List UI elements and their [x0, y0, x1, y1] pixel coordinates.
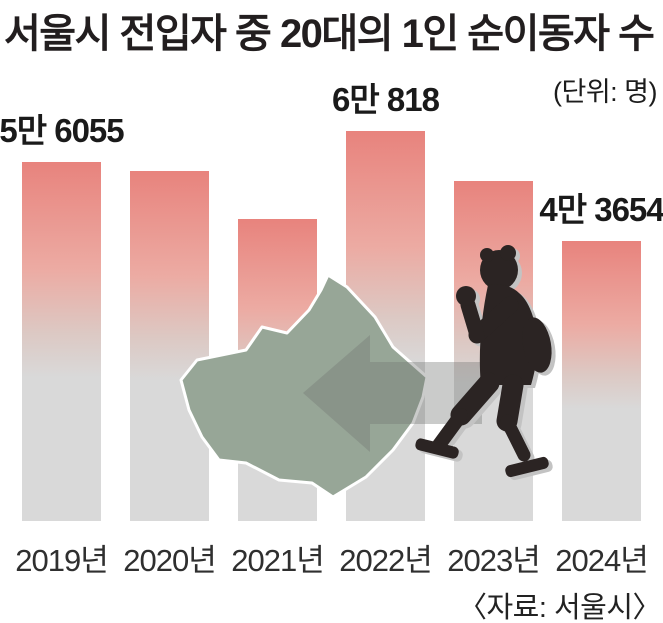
year-label-2024: 2024년	[555, 543, 648, 578]
value-label-2019: 5만 6055	[0, 112, 125, 149]
page-title: 서울시 전입자 중 20대의 1인 순이동자 수	[4, 12, 655, 56]
bar-2020	[130, 171, 209, 521]
year-label-2021: 2021년	[231, 543, 324, 578]
unit-label: (단위: 명)	[552, 77, 658, 107]
value-label-2024: 4만 3654	[539, 191, 663, 228]
year-label-2020: 2020년	[123, 543, 216, 578]
bar-2022	[346, 131, 425, 521]
bar-2019	[22, 162, 101, 521]
bar-2021	[238, 219, 317, 521]
source-label: 〈자료: 서울시〉	[457, 592, 662, 623]
bar-2023	[454, 181, 533, 521]
value-label-2022: 6만 818	[332, 81, 440, 118]
bar-2024	[562, 241, 641, 521]
year-label-2023: 2023년	[447, 543, 540, 578]
year-label-2019: 2019년	[15, 543, 108, 578]
year-label-2022: 2022년	[339, 543, 432, 578]
